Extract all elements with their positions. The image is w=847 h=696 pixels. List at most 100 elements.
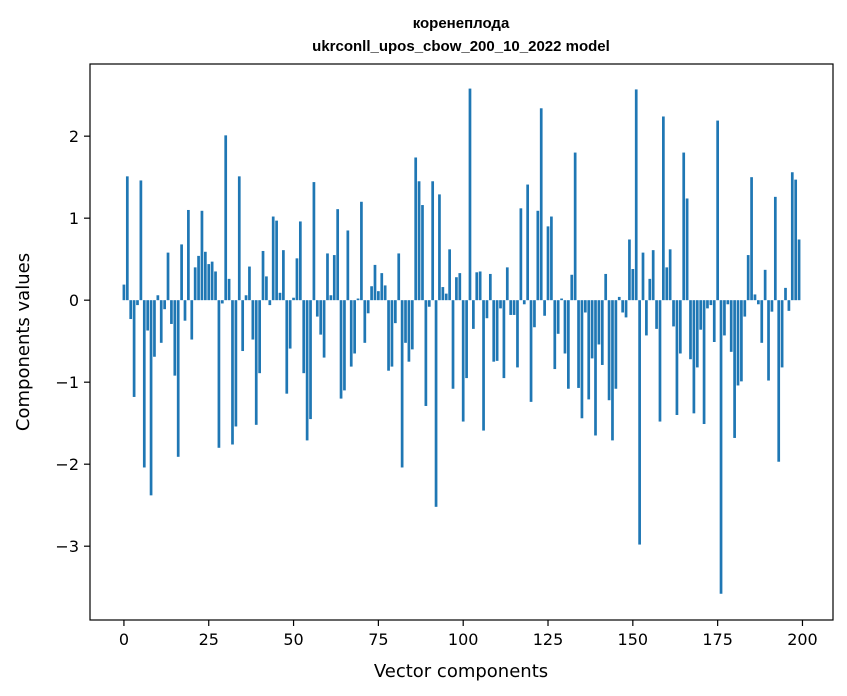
bar-16 (176, 300, 180, 457)
bar-74 (373, 264, 377, 301)
bar-150 (631, 269, 635, 301)
bar-182 (740, 300, 743, 382)
y-tick-label: −2 (55, 455, 79, 474)
bar-120 (529, 300, 533, 402)
bar-90 (427, 300, 431, 307)
bar-51 (295, 258, 299, 301)
bar-12 (163, 300, 166, 310)
bar-18 (183, 300, 187, 321)
bar-67 (349, 300, 353, 367)
bar-147 (621, 300, 625, 313)
x-tick-label: 100 (448, 630, 479, 649)
bar-177 (723, 300, 726, 336)
bar-143 (607, 300, 611, 401)
bar-184 (746, 255, 750, 301)
bar-115 (512, 300, 516, 315)
bar-165 (682, 152, 686, 301)
bar-114 (509, 300, 513, 315)
bar-97 (451, 300, 455, 389)
bar-176 (719, 300, 723, 594)
bar-160 (665, 267, 669, 301)
bar-37 (248, 266, 251, 301)
bar-198 (794, 179, 798, 301)
y-tick-label: −3 (55, 537, 79, 556)
bar-121 (533, 300, 536, 328)
bar-190 (767, 300, 770, 381)
bar-55 (309, 300, 312, 420)
bar-166 (685, 198, 689, 301)
x-axis-ticks: 0 25 50 75 100 125 150 175 200 (119, 620, 818, 649)
bar-13 (166, 252, 170, 301)
bar-100 (461, 300, 465, 422)
bar-43 (268, 300, 272, 306)
bar-93 (438, 194, 441, 301)
x-tick-label: 200 (787, 630, 818, 649)
bar-78 (387, 300, 390, 371)
bar-52 (298, 221, 302, 301)
x-axis-label: Vector components (374, 661, 548, 682)
bar-164 (678, 300, 682, 354)
bar-3 (132, 300, 136, 397)
bar-104 (475, 272, 479, 301)
bar-110 (495, 300, 499, 361)
bar-98 (455, 277, 458, 301)
bar-140 (597, 300, 601, 345)
bar-10 (156, 295, 160, 301)
bar-145 (614, 300, 618, 389)
bar-25 (207, 264, 211, 301)
bar-149 (628, 239, 631, 301)
bar-68 (353, 300, 356, 354)
bar-135 (580, 300, 584, 419)
bar-58 (319, 300, 323, 335)
bar-168 (692, 300, 696, 414)
bar-19 (187, 209, 190, 301)
bar-92 (434, 300, 438, 507)
bar-81 (397, 253, 401, 301)
y-axis-ticks: −3 −2 −1 0 1 2 (55, 127, 90, 556)
y-tick-label: 2 (69, 127, 79, 146)
bar-106 (482, 300, 485, 431)
bar-14 (170, 300, 173, 324)
y-tick-label: 0 (69, 291, 79, 310)
bar-61 (329, 295, 333, 301)
bar-41 (261, 250, 265, 301)
bar-94 (441, 287, 445, 301)
bar-28 (217, 300, 221, 448)
bar-56 (312, 182, 316, 301)
bar-151 (634, 89, 638, 301)
bar-173 (709, 300, 713, 306)
bar-170 (699, 300, 703, 330)
bar-62 (332, 255, 336, 301)
x-tick-label: 150 (618, 630, 649, 649)
bar-183 (743, 300, 747, 317)
bar-124 (543, 300, 546, 316)
bar-59 (322, 300, 326, 358)
bar-83 (404, 300, 407, 343)
bar-139 (594, 300, 597, 436)
bar-156 (651, 250, 655, 301)
bar-64 (339, 300, 343, 399)
bar-84 (407, 300, 411, 362)
x-tick-label: 175 (702, 630, 733, 649)
bar-163 (675, 300, 679, 415)
bar-21 (193, 267, 197, 301)
bar-34 (237, 176, 241, 301)
bar-122 (536, 210, 540, 301)
bar-174 (712, 300, 716, 342)
bar-157 (655, 300, 658, 329)
bar-57 (315, 300, 319, 317)
bar-80 (393, 300, 397, 324)
chart-title-line-1: коренеплода (413, 15, 510, 32)
x-tick-label: 50 (283, 630, 303, 649)
bar-116 (516, 300, 519, 368)
bar-87 (417, 181, 421, 301)
bar-0 (122, 284, 126, 301)
bar-155 (648, 278, 652, 301)
bar-112 (502, 300, 506, 379)
bar-54 (305, 300, 309, 441)
bar-109 (492, 300, 496, 362)
bar-42 (265, 276, 268, 301)
x-tick-label: 75 (368, 630, 388, 649)
